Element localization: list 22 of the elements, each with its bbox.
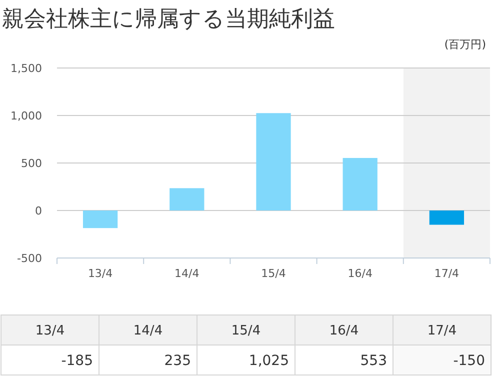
y-tick-label: 0 [35, 204, 42, 218]
category-label: 15/4 [231, 324, 261, 339]
chart-title: 親会社株主に帰属する当期純利益 [2, 7, 335, 32]
x-tick-label: 17/4 [434, 267, 460, 280]
y-tick-label: 1,500 [10, 62, 42, 75]
y-tick-label: 1,000 [10, 109, 42, 122]
data-label: 1,025 [248, 352, 289, 369]
y-tick-label: 500 [21, 156, 42, 170]
x-tick-label: 15/4 [261, 267, 286, 280]
data-label: -150 [453, 352, 485, 369]
x-tick-label: 16/4 [348, 267, 372, 280]
y-axis-title: (百万円) [444, 38, 486, 51]
y-tick-label: -500 [17, 252, 42, 265]
data-label: 553 [360, 352, 387, 369]
x-tick-label: 14/4 [174, 267, 200, 280]
text: 17/4 [427, 324, 457, 339]
category-label: 16/4 [329, 324, 359, 339]
data-label: -185 [61, 352, 93, 369]
x-tick-label: 13/4 [88, 267, 113, 280]
data-label: 235 [164, 352, 191, 369]
category-label: 14/4 [133, 324, 163, 339]
category-label: 13/4 [35, 324, 65, 339]
